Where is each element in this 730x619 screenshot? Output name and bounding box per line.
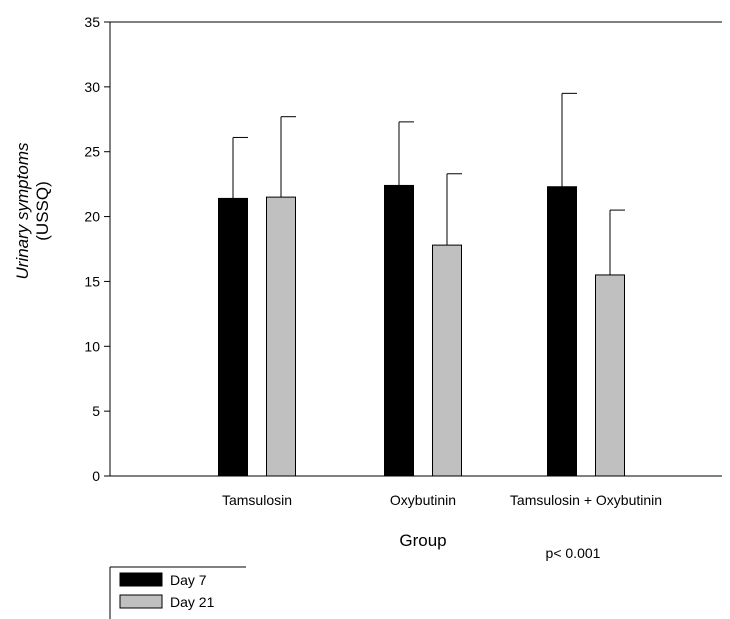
bar-day21-0 bbox=[266, 196, 296, 477]
bar-day7-1 bbox=[384, 184, 414, 477]
y-tick-label: 35 bbox=[84, 14, 100, 30]
x-tick-label: Tamsulosin bbox=[222, 492, 292, 508]
legend: Day 7 Day 21 bbox=[109, 566, 246, 619]
y-tick-label: 20 bbox=[84, 209, 100, 225]
legend-swatch-day21 bbox=[119, 594, 163, 609]
x-axis-title: Group bbox=[399, 531, 446, 550]
x-tick-label: Oxybutinin bbox=[390, 492, 456, 508]
bars bbox=[218, 184, 625, 477]
error-bars bbox=[232, 92, 625, 275]
x-tick-labels: Tamsulosin Oxybutinin Tamsulosin + Oxybuti… bbox=[222, 492, 662, 508]
y-tick-label: 30 bbox=[84, 79, 100, 95]
legend-label-day7: Day 7 bbox=[170, 572, 207, 588]
x-tick-label: Tamsulosin + Oxybutinin bbox=[510, 492, 662, 508]
p-value-annotation: p< 0.001 bbox=[546, 545, 601, 561]
legend-swatch-day7 bbox=[119, 572, 163, 587]
y-tick-label: 10 bbox=[84, 338, 100, 354]
y-axis-title-line1: Urinary symptoms bbox=[13, 142, 32, 279]
y-tick-label: 25 bbox=[84, 144, 100, 160]
bar-day21-1 bbox=[432, 244, 462, 477]
y-tick-label: 15 bbox=[84, 273, 100, 289]
bar-day7-2 bbox=[547, 186, 577, 477]
bar-day21-2 bbox=[595, 274, 625, 477]
bar-day7-0 bbox=[218, 197, 248, 477]
y-ticks: 0 5 10 15 20 25 30 35 bbox=[84, 14, 110, 484]
legend-label-day21: Day 21 bbox=[170, 594, 215, 610]
y-tick-label: 0 bbox=[92, 468, 100, 484]
y-tick-label: 5 bbox=[92, 403, 100, 419]
y-axis-title-line2: (USSQ) bbox=[33, 181, 52, 241]
